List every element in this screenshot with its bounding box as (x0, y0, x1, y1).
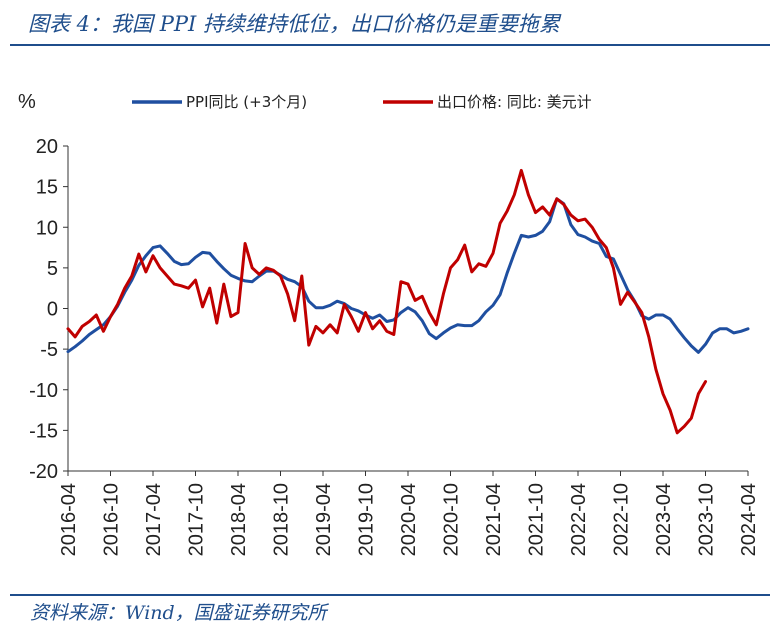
y-tick-label: 10 (36, 217, 58, 239)
x-tick-label: 2018-10 (271, 483, 293, 556)
chart-title: 图表 4：我国 PPI 持续维持低位，出口价格仍是重要拖累 (28, 12, 560, 36)
x-tick-label: 2016-04 (58, 483, 80, 556)
y-axis-unit: % (18, 91, 36, 113)
y-tick-label: -10 (29, 380, 58, 402)
x-tick-label: 2020-04 (398, 483, 420, 556)
series-group (66, 168, 750, 435)
y-tick-label: 5 (47, 258, 58, 280)
x-tick-label: 2023-04 (653, 483, 675, 556)
x-tick-label: 2024-04 (738, 483, 760, 556)
x-tick-label: 2018-04 (228, 483, 250, 556)
x-tick-label: 2017-10 (186, 483, 208, 556)
source-note: 资料来源：Wind，国盛证券研究所 (30, 602, 327, 624)
x-tick-label: 2023-10 (696, 483, 718, 556)
x-tick-label: 2020-10 (441, 483, 463, 556)
y-tick-label: 20 (36, 136, 58, 158)
axes: -20 -15 -10 -5 0 5 10 15 20 2016-04 2016-10 2017-04… (29, 136, 760, 556)
x-tick-label: 2017-04 (143, 483, 165, 556)
series-line-export (66, 168, 707, 435)
x-tick-label: 2016-10 (101, 483, 123, 556)
y-tick-label: -20 (29, 461, 58, 483)
x-tick-label: 2021-04 (483, 483, 505, 556)
x-tick-label: 2019-10 (356, 483, 378, 556)
line-chart: % PPI同比 (+3个月) 出口价格: 同比: 美元计 -20 -15 -10 -5… (18, 91, 760, 556)
legend: PPI同比 (+3个月) 出口价格: 同比: 美元计 (132, 93, 592, 111)
x-tick-label: 2021-10 (526, 483, 548, 556)
y-tick-label: 15 (36, 177, 58, 199)
x-tick-label: 2022-10 (611, 483, 633, 556)
y-tick-label: -15 (29, 420, 58, 442)
y-tick-label: 0 (47, 299, 58, 321)
legend-label-export: 出口价格: 同比: 美元计 (437, 93, 592, 111)
x-tick-label: 2022-04 (568, 483, 590, 556)
legend-label-ppi: PPI同比 (+3个月) (186, 93, 307, 111)
title-divider (10, 44, 770, 46)
y-tick-label: -5 (40, 339, 58, 361)
source-divider (10, 594, 770, 596)
x-tick-label: 2019-04 (313, 483, 335, 556)
